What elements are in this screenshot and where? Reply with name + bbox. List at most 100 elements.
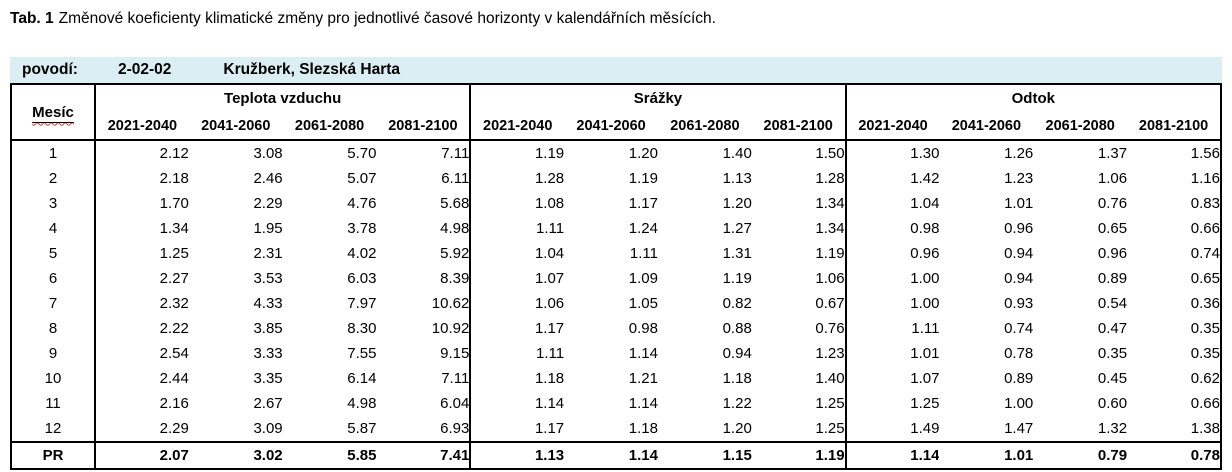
- data-cell: 1.47: [1004, 420, 1034, 437]
- data-cell: 1.22: [722, 395, 752, 412]
- data-cell: 0.82: [722, 295, 752, 312]
- data-cell: 4.98: [440, 220, 470, 237]
- month-cell: 4: [11, 216, 96, 241]
- data-cell: 10.62: [431, 295, 470, 312]
- data-cell: 2.67: [253, 395, 283, 412]
- data-cell: 3.08: [253, 145, 283, 162]
- data-cell: 1.14: [564, 441, 658, 469]
- basin-label: povodí:: [22, 61, 78, 78]
- data-cell: 2.12: [94, 140, 189, 166]
- data-cell: 0.65: [1190, 270, 1220, 287]
- data-cell: 3.35: [253, 370, 283, 387]
- data-cell: 1.20: [628, 145, 658, 162]
- data-cell: 0.78: [1004, 345, 1034, 362]
- data-cell: 9.15: [440, 345, 470, 362]
- data-cell: 2.07: [94, 441, 189, 469]
- data-cell: 0.94: [1004, 270, 1034, 287]
- data-cell: 1.95: [253, 220, 283, 237]
- data-cell: 1.19: [751, 441, 846, 469]
- horizon-header: 2041-2060: [564, 113, 658, 141]
- data-cell: 1.14: [844, 441, 940, 469]
- data-cell: 8.30: [347, 320, 377, 337]
- data-cell: 0.36: [1190, 295, 1220, 312]
- table-row: 6 2.27 3.53 6.03 8.39 1.07 1.09 1.19 1.06 1.00 0.9…: [11, 266, 1221, 291]
- table-row: 1 2.12 3.08 5.70 7.11 1.19 1.20 1.40 1.50 1.30 1.2…: [11, 140, 1221, 166]
- data-cell: 2.18: [94, 166, 189, 191]
- data-cell: 0.96: [1097, 245, 1128, 262]
- data-cell: 1.15: [657, 441, 752, 469]
- horizon-header: 2061-2080: [282, 113, 377, 141]
- data-cell: 1.31: [722, 245, 752, 262]
- data-cell: 1.49: [844, 416, 940, 442]
- data-cell: 0.35: [1190, 320, 1220, 337]
- month-cell: 9: [11, 341, 96, 366]
- table-row: 12 2.29 3.09 5.87 6.93 1.17 1.18 1.20 1.25 1.49 1.…: [11, 416, 1221, 442]
- data-cell: 2.54: [94, 341, 189, 366]
- data-cell: 1.42: [844, 166, 940, 191]
- data-cell: 10.92: [431, 320, 470, 337]
- data-cell: 1.50: [815, 145, 845, 162]
- month-cell: 10: [11, 366, 96, 391]
- data-cell: 5.87: [347, 420, 377, 437]
- data-cell: 1.26: [1004, 145, 1034, 162]
- table-row: 9 2.54 3.33 7.55 9.15 1.11 1.14 0.94 1.23 1.01 0.7…: [11, 341, 1221, 366]
- data-cell: 3.53: [253, 270, 283, 287]
- data-cell: 2.31: [253, 245, 283, 262]
- data-cell: 8.39: [440, 270, 470, 287]
- data-cell: 1.04: [469, 241, 565, 266]
- data-cell: 1.07: [469, 266, 565, 291]
- horizon-header: 2021-2040: [469, 113, 565, 141]
- data-cell: 1.21: [628, 370, 658, 387]
- data-cell: 1.01: [939, 441, 1034, 469]
- data-cell: 0.76: [815, 320, 845, 337]
- data-cell: 3.33: [253, 345, 283, 362]
- data-cell: 6.04: [440, 395, 470, 412]
- data-cell: 2.29: [253, 195, 283, 212]
- data-cell: 1.17: [469, 316, 565, 341]
- data-cell: 1.06: [815, 270, 845, 287]
- data-cell: 1.25: [815, 395, 845, 412]
- data-cell: 1.23: [815, 345, 845, 362]
- data-cell: 1.06: [1097, 170, 1128, 187]
- data-cell: 5.07: [347, 170, 377, 187]
- month-cell: 5: [11, 241, 96, 266]
- data-cell: 1.19: [815, 245, 845, 262]
- month-column-header: Mesíc: [11, 84, 96, 141]
- data-cell: 0.88: [722, 320, 752, 337]
- table-row: 3 1.70 2.29 4.76 5.68 1.08 1.17 1.20 1.34 1.04 1.0…: [11, 191, 1221, 216]
- data-cell: 1.17: [628, 195, 658, 212]
- data-cell: 1.19: [469, 140, 565, 166]
- data-cell: 7.97: [347, 295, 377, 312]
- data-cell: 1.30: [844, 140, 940, 166]
- data-cell: 6.14: [347, 370, 377, 387]
- data-cell: 4.98: [347, 395, 377, 412]
- data-cell: 0.47: [1097, 320, 1128, 337]
- data-cell: 0.78: [1127, 441, 1221, 469]
- data-cell: 1.00: [844, 266, 940, 291]
- data-cell: 1.11: [844, 316, 940, 341]
- data-cell: 0.79: [1033, 441, 1128, 469]
- table-header: Mesíc Teplota vzduchu Srážky Odtok 2021-2040…: [11, 84, 1221, 141]
- data-cell: 1.28: [815, 170, 845, 187]
- data-cell: 0.74: [1004, 320, 1034, 337]
- data-cell: 0.96: [844, 241, 940, 266]
- data-cell: 1.18: [722, 370, 752, 387]
- data-cell: 6.93: [440, 420, 470, 437]
- data-cell: 0.74: [1190, 245, 1220, 262]
- data-cell: 1.13: [469, 441, 565, 469]
- data-cell: 1.14: [469, 391, 565, 416]
- data-cell: 1.25: [844, 391, 940, 416]
- data-cell: 1.34: [815, 195, 845, 212]
- data-cell: 0.89: [1097, 270, 1128, 287]
- data-cell: 1.18: [469, 366, 565, 391]
- data-cell: 2.22: [94, 316, 189, 341]
- caption-label: Tab. 1: [10, 10, 54, 27]
- data-cell: 1.34: [815, 220, 845, 237]
- month-cell: 6: [11, 266, 96, 291]
- data-cell: 0.94: [1004, 245, 1034, 262]
- data-cell: 0.94: [722, 345, 752, 362]
- data-cell: 2.27: [94, 266, 189, 291]
- data-cell: 1.40: [722, 145, 752, 162]
- horizon-header: 2081-2100: [751, 113, 846, 141]
